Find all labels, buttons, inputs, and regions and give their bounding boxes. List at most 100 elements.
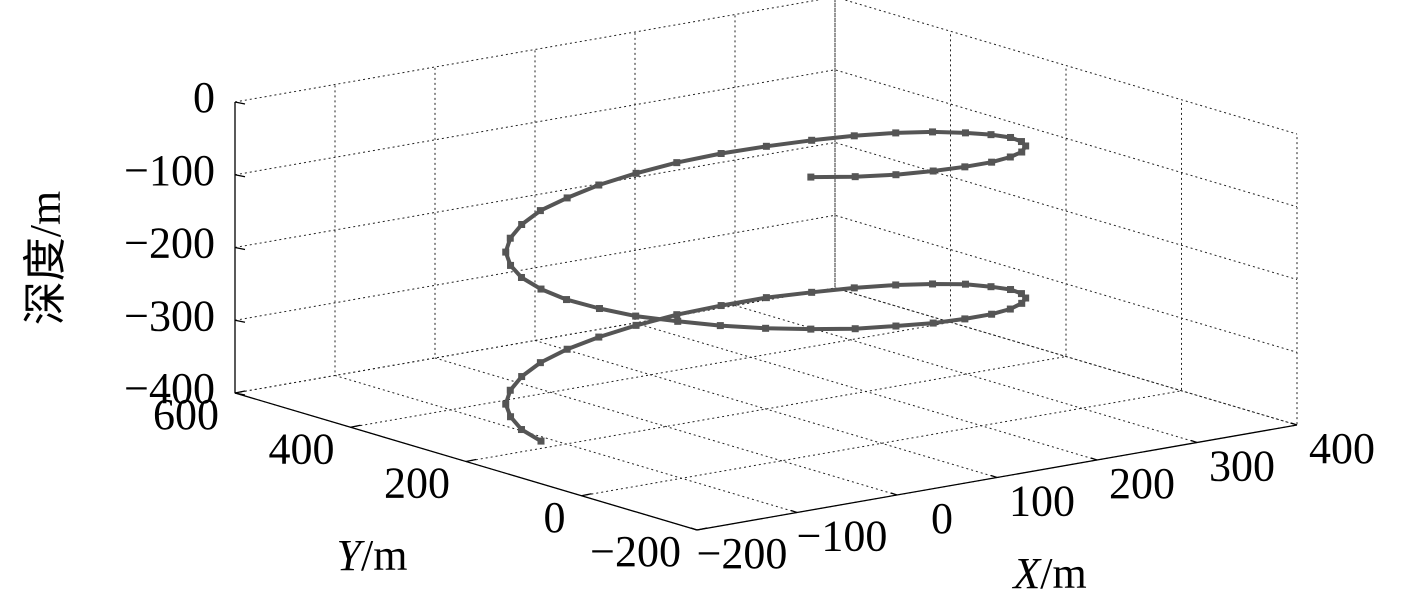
marker <box>595 333 603 341</box>
z-tick <box>234 246 246 251</box>
z-tick-label: −200 <box>124 219 215 268</box>
marker <box>851 173 859 181</box>
marker <box>632 312 640 320</box>
marker <box>892 129 900 137</box>
marker <box>595 305 603 313</box>
marker <box>961 280 969 288</box>
x-tick-label: 400 <box>1309 424 1375 473</box>
marker <box>507 413 515 421</box>
marker <box>851 325 859 333</box>
x-tick <box>890 492 898 496</box>
marker <box>987 131 995 139</box>
x-tick-label: 300 <box>1209 442 1275 491</box>
marker <box>537 285 545 293</box>
x-tick-label: 200 <box>1109 459 1175 508</box>
marker <box>507 261 515 269</box>
grid-line <box>234 214 1298 353</box>
marker <box>762 324 770 332</box>
marker <box>808 136 816 144</box>
y-tick <box>234 390 246 394</box>
trajectory-line <box>503 129 1028 443</box>
grid-line <box>465 65 1067 462</box>
grid-line <box>350 31 951 428</box>
marker <box>961 163 969 171</box>
marker <box>762 142 770 150</box>
marker <box>518 221 526 228</box>
x-tick-label: −200 <box>697 529 788 578</box>
marker <box>987 283 995 291</box>
marker <box>506 234 514 242</box>
x-tick-label: 100 <box>1009 477 1075 526</box>
grid-line <box>234 287 1298 426</box>
marker <box>929 319 937 327</box>
marker <box>929 167 937 175</box>
y-tick-label: 400 <box>269 424 335 473</box>
marker <box>1007 286 1015 294</box>
y-tick <box>581 493 592 497</box>
y-tick-label: 200 <box>384 459 450 508</box>
marker <box>517 426 525 434</box>
plot-area <box>502 128 1030 445</box>
marker <box>673 311 681 319</box>
marker <box>632 169 640 177</box>
z-tick <box>234 392 246 396</box>
z-tick-label: −100 <box>124 146 215 195</box>
marker <box>595 181 603 189</box>
marker <box>563 194 571 202</box>
grid-line <box>234 69 1298 208</box>
z-axis-label: 深度/m <box>21 191 70 325</box>
y-tick <box>696 527 708 531</box>
marker <box>1022 142 1030 150</box>
marker <box>1017 290 1025 298</box>
x-tick <box>790 509 798 514</box>
z-tick-label: 0 <box>193 73 215 122</box>
z-tick <box>234 101 246 105</box>
marker <box>762 294 770 302</box>
marker <box>961 315 969 323</box>
marker <box>1018 299 1026 307</box>
marker <box>808 288 816 296</box>
marker <box>517 273 525 281</box>
x-tick <box>990 474 998 479</box>
grid-line <box>834 0 1298 426</box>
marker <box>518 373 526 381</box>
y-tick <box>465 458 477 463</box>
z-tick <box>234 319 246 323</box>
x-tick <box>1190 439 1198 444</box>
marker <box>1022 294 1030 302</box>
marker <box>717 302 725 310</box>
marker <box>929 128 937 136</box>
marker <box>892 171 900 179</box>
x-tick <box>1090 457 1098 461</box>
marker <box>1018 148 1026 156</box>
marker <box>807 173 815 181</box>
marker <box>502 248 510 256</box>
marker <box>1006 305 1014 313</box>
y-tick <box>350 424 361 428</box>
z-tick-label: −400 <box>124 364 215 413</box>
marker <box>1006 153 1014 161</box>
marker <box>537 437 545 445</box>
marker <box>716 322 724 330</box>
marker <box>929 280 937 288</box>
marker <box>1007 133 1015 141</box>
marker <box>988 158 996 166</box>
grid-line <box>734 14 1198 443</box>
marker <box>961 129 969 137</box>
marker <box>506 386 514 394</box>
y-axis-label: Y/m <box>337 531 408 580</box>
marker <box>850 284 858 292</box>
grid-line <box>234 141 1298 280</box>
grid-line <box>696 134 1298 531</box>
marker <box>1017 138 1025 146</box>
grid: −200 −100 0 100 200 300 400−20002004006000−100… <box>124 0 1375 578</box>
marker <box>807 325 815 333</box>
marker <box>717 150 725 158</box>
x-tick <box>690 527 698 531</box>
grid-line <box>634 32 1098 461</box>
marker <box>892 322 900 330</box>
x-tick-label: 0 <box>931 494 953 543</box>
x-tick <box>1290 422 1298 426</box>
grid-line <box>434 67 898 496</box>
